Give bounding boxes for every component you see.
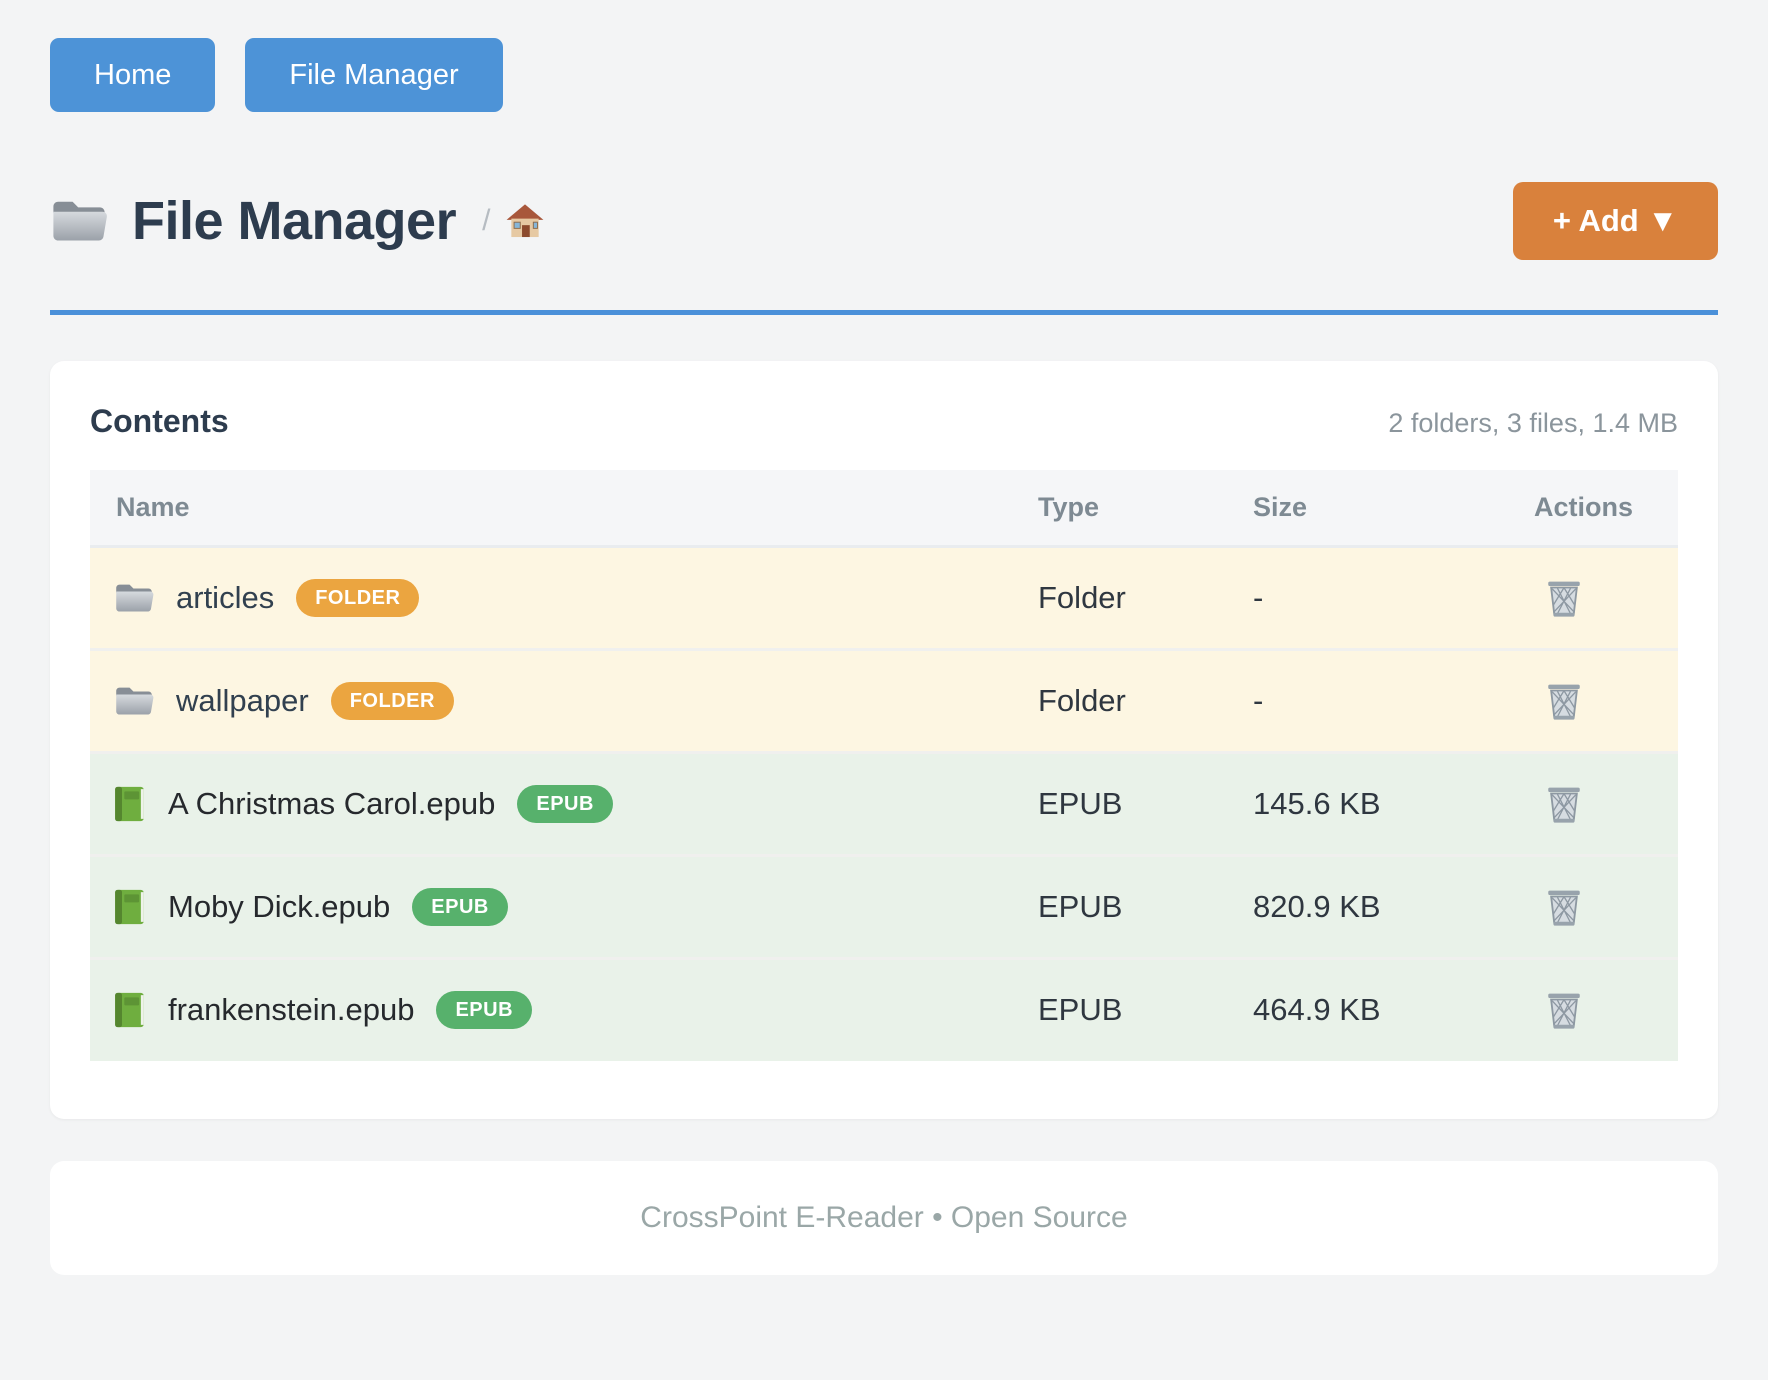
type-cell: Folder [1038, 544, 1253, 649]
page: Home File Manager File Manager / + Add ▼… [50, 0, 1718, 1275]
epub-badge: EPUB [436, 991, 533, 1030]
size-cell: - [1253, 647, 1498, 752]
trash-icon [1547, 683, 1581, 721]
epub-badge: EPUB [412, 887, 508, 926]
table-row-frankenstein[interactable]: frankenstein.epub EPUB EPUB 464.9 KB [90, 956, 1678, 1061]
delete-button[interactable] [1544, 989, 1584, 1031]
folder-icon [53, 201, 107, 241]
item-name-link[interactable]: frankenstein.epub [168, 992, 415, 1028]
name-cell: frankenstein.epub EPUB [90, 991, 1038, 1030]
type-cell: Folder [1038, 647, 1253, 752]
column-header-actions: Actions [1498, 470, 1678, 546]
type-cell: EPUB [1038, 956, 1253, 1061]
delete-button[interactable] [1544, 886, 1584, 928]
column-header-name: Name [90, 470, 1038, 546]
nav-home-button[interactable]: Home [50, 38, 216, 112]
item-name-link[interactable]: articles [176, 579, 275, 615]
footer: CrossPoint E-Reader • Open Source [50, 1161, 1718, 1275]
footer-text: CrossPoint E-Reader • Open Source [640, 1201, 1128, 1234]
trash-icon [1547, 889, 1581, 927]
delete-button[interactable] [1544, 783, 1584, 825]
book-icon [115, 889, 144, 924]
contents-card-header: Contents 2 folders, 3 files, 1.4 MB [90, 403, 1678, 440]
table-row-christmas-carol[interactable]: A Christmas Carol.epub EPUB EPUB 145.6 K… [90, 750, 1678, 855]
contents-title: Contents [90, 403, 229, 439]
size-cell: 464.9 KB [1253, 956, 1498, 1061]
trash-icon [1547, 992, 1581, 1030]
trash-icon [1547, 786, 1581, 824]
file-table-header-row: Name Type Size Actions [90, 470, 1678, 546]
size-cell: 145.6 KB [1253, 750, 1498, 855]
epub-badge: EPUB [517, 784, 613, 823]
item-name-link[interactable]: Moby Dick.epub [168, 888, 391, 924]
contents-card: Contents 2 folders, 3 files, 1.4 MB Name… [50, 361, 1718, 1119]
trash-icon [1547, 580, 1581, 618]
name-cell: A Christmas Carol.epub EPUB [90, 784, 1038, 823]
folder-icon [116, 584, 154, 612]
size-cell: - [1253, 544, 1498, 649]
home-icon[interactable] [506, 203, 545, 239]
page-title: File Manager [50, 190, 457, 252]
delete-button[interactable] [1544, 680, 1584, 722]
name-cell: Moby Dick.epub EPUB [90, 887, 1038, 926]
contents-summary: 2 folders, 3 files, 1.4 MB [1388, 408, 1678, 438]
delete-button[interactable] [1544, 577, 1584, 619]
type-cell: EPUB [1038, 750, 1253, 855]
add-button[interactable]: + Add ▼ [1512, 182, 1718, 260]
book-icon [115, 786, 144, 821]
folder-badge: FOLDER [296, 578, 420, 617]
folder-badge: FOLDER [330, 681, 454, 720]
header-divider [50, 310, 1718, 315]
file-table-body: articles FOLDER Folder - [90, 544, 1678, 1061]
page-header: File Manager / + Add ▼ [50, 182, 1718, 260]
page-title-text: File Manager [132, 191, 457, 251]
size-cell: 820.9 KB [1253, 853, 1498, 958]
column-header-size: Size [1253, 470, 1498, 546]
table-row-wallpaper[interactable]: wallpaper FOLDER Folder - [90, 647, 1678, 752]
file-table: Name Type Size Actions articles FOLDER [90, 470, 1678, 1061]
table-row-moby-dick[interactable]: Moby Dick.epub EPUB EPUB 820.9 KB [90, 853, 1678, 958]
name-cell: wallpaper FOLDER [90, 681, 1038, 720]
name-cell: articles FOLDER [90, 578, 1038, 617]
book-icon [115, 993, 144, 1028]
file-table-head: Name Type Size Actions [90, 470, 1678, 546]
table-row-articles[interactable]: articles FOLDER Folder - [90, 544, 1678, 649]
breadcrumb-separator: / [482, 204, 491, 237]
column-header-type: Type [1038, 470, 1253, 546]
type-cell: EPUB [1038, 853, 1253, 958]
top-nav: Home File Manager [50, 0, 1718, 112]
nav-file-manager-button[interactable]: File Manager [245, 38, 503, 112]
breadcrumb: / [482, 203, 545, 239]
item-name-link[interactable]: wallpaper [176, 682, 309, 718]
item-name-link[interactable]: A Christmas Carol.epub [168, 785, 496, 821]
folder-icon [116, 687, 154, 715]
